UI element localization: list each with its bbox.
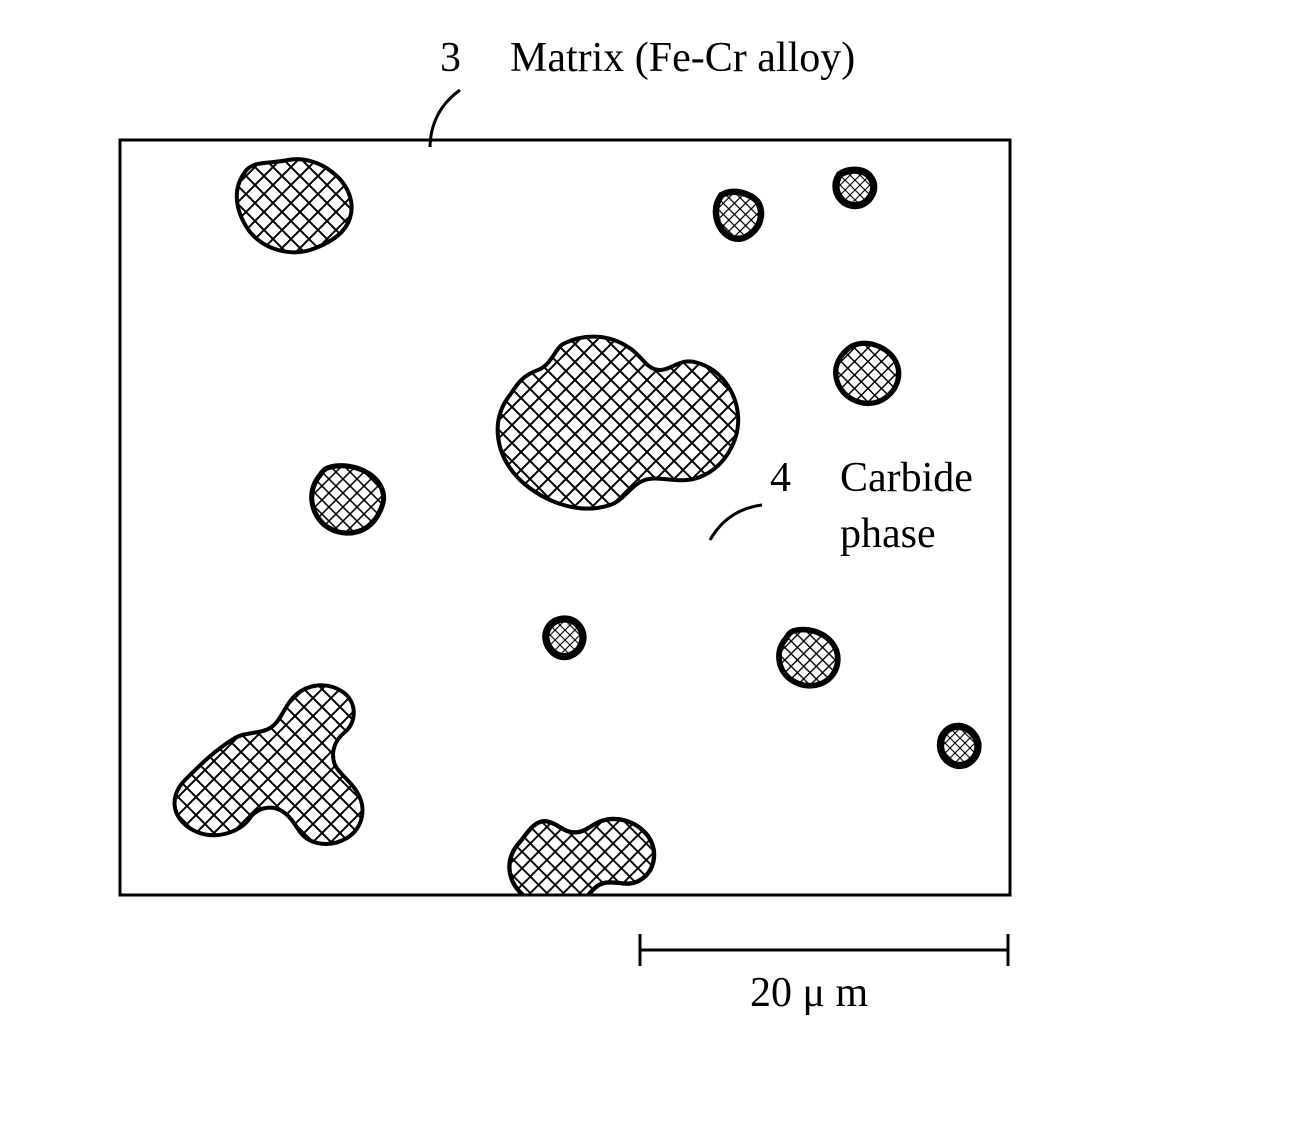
carbide-particle [779,630,838,686]
matrix-label-text: Matrix (Fe-Cr alloy) [510,34,855,82]
matrix-label-number: 3 [440,34,461,82]
carbide-leader [710,505,762,540]
carbide-particle [175,685,363,844]
carbide-particle [546,619,583,657]
figure-svg [0,0,1298,1133]
carbide-particle [237,159,352,252]
carbide-particle [716,192,761,239]
figure-stage: 3 Matrix (Fe-Cr alloy) 4 Carbide phase 20 μ m [0,0,1298,1133]
scale-bar [640,934,1008,966]
carbide-label-text-1: Carbide [840,454,973,502]
carbide-particle [836,170,874,205]
matrix-leader [430,90,460,147]
carbide-particle [836,343,899,403]
carbide-particle [940,726,978,765]
scale-bar-label: 20 μ m [750,969,868,1017]
carbide-particle [312,466,384,533]
carbide-label-text-2: phase [840,510,936,558]
carbide-particle [498,337,739,509]
carbide-label-number: 4 [770,454,791,502]
